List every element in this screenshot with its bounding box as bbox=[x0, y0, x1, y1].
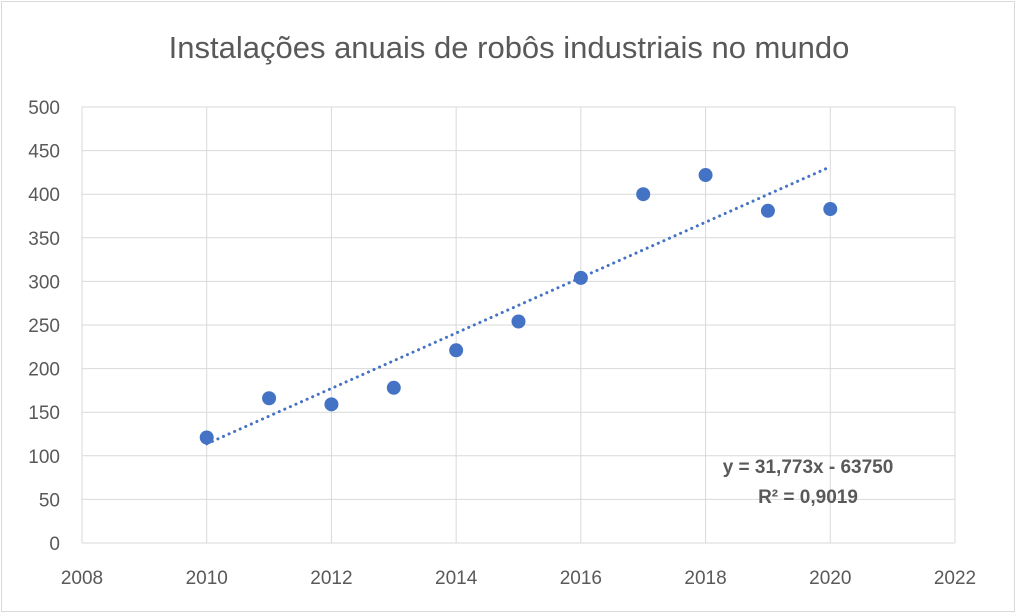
x-tick-label: 2010 bbox=[186, 568, 228, 589]
x-axis-ticks: 2008 2010 2012 2014 2016 2018 2020 2022 bbox=[61, 568, 976, 589]
data-point bbox=[262, 391, 277, 406]
y-tick-label: 300 bbox=[28, 272, 60, 293]
chart-title: Instalações anuais de robôs industriais … bbox=[168, 30, 850, 65]
x-tick-label: 2008 bbox=[61, 568, 103, 589]
trendline-equation: y = 31,773x - 63750 bbox=[723, 457, 894, 478]
x-tick-label: 2016 bbox=[560, 568, 602, 589]
x-tick-label: 2022 bbox=[934, 568, 976, 589]
data-point bbox=[386, 380, 401, 395]
y-tick-label: 450 bbox=[28, 142, 60, 163]
y-tick-label: 400 bbox=[28, 185, 60, 206]
y-tick-label: 100 bbox=[28, 447, 60, 468]
x-tick-label: 2020 bbox=[809, 568, 851, 589]
x-tick-label: 2012 bbox=[310, 568, 352, 589]
y-tick-label: 150 bbox=[28, 403, 60, 424]
trendline bbox=[205, 165, 832, 446]
y-tick-label: 0 bbox=[49, 534, 60, 555]
x-tick-label: 2014 bbox=[435, 568, 478, 589]
data-point bbox=[199, 430, 214, 445]
data-point bbox=[636, 187, 651, 202]
y-tick-label: 200 bbox=[28, 360, 60, 381]
x-tick-label: 2018 bbox=[684, 568, 726, 589]
y-tick-label: 250 bbox=[28, 316, 60, 337]
data-point bbox=[511, 314, 526, 329]
trendline-line bbox=[205, 165, 832, 446]
data-point bbox=[823, 202, 838, 217]
data-point bbox=[573, 270, 588, 285]
y-tick-label: 500 bbox=[28, 98, 60, 119]
data-point bbox=[324, 397, 339, 412]
trendline-r2: R² = 0,9019 bbox=[758, 487, 858, 508]
data-points bbox=[199, 168, 838, 445]
y-axis-ticks: 0 50 100 150 200 250 300 350 400 450 500 bbox=[28, 98, 60, 555]
y-tick-label: 50 bbox=[39, 490, 60, 511]
data-point bbox=[698, 168, 713, 183]
y-tick-label: 350 bbox=[28, 229, 60, 250]
data-point bbox=[760, 203, 775, 218]
data-point bbox=[449, 343, 464, 358]
